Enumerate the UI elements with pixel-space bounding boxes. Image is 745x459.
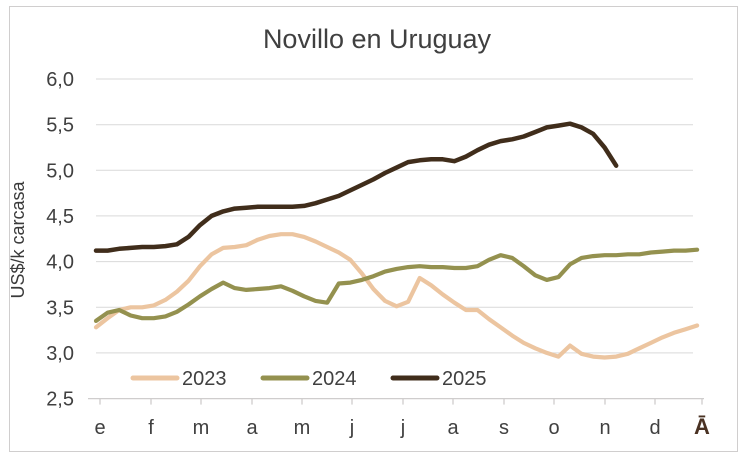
legend-item-2025: 2025 (390, 368, 487, 390)
series-line-2025 (93, 121, 619, 253)
gridlines (96, 78, 693, 354)
y-tick-label: 3,0 (46, 343, 74, 365)
x-tick-label: s (499, 417, 509, 439)
x-tick-label: m (294, 417, 311, 439)
x-tick-label: a (447, 417, 459, 439)
chart-border (9, 6, 738, 452)
series-line-2023 (93, 232, 700, 360)
y-axis-labels: 6,0 5,5 5,0 4,5 4,0 3,5 3,0 2,5 (46, 69, 74, 411)
x-tick-label: j (400, 417, 405, 439)
series-line-2024 (93, 247, 700, 323)
y-tick-label: 5,5 (46, 115, 74, 137)
x-tick-label: o (548, 417, 559, 439)
chart-title: Novillo en Uruguay (263, 24, 492, 54)
legend-label-2023: 2023 (182, 368, 227, 390)
legend: 2023 2024 2025 (130, 368, 487, 390)
series-lines (93, 121, 700, 360)
y-tick-label: 4,5 (46, 206, 74, 228)
x-axis (88, 397, 704, 405)
y-tick-label: 6,0 (46, 69, 74, 91)
y-tick-label: 3,5 (46, 297, 74, 319)
x-tick-label: e (94, 417, 105, 439)
legend-label-2024: 2024 (312, 368, 357, 390)
legend-item-2024: 2024 (260, 368, 357, 390)
x-tick-label-average: Ā (694, 414, 710, 439)
y-tick-label: 4,0 (46, 252, 74, 274)
y-tick-label: 2,5 (46, 389, 74, 411)
x-tick-label: a (246, 417, 258, 439)
x-tick-label: f (148, 417, 154, 439)
legend-item-2023: 2023 (130, 368, 227, 390)
legend-label-2025: 2025 (442, 368, 487, 390)
x-tick-label: d (649, 417, 660, 439)
y-tick-label: 5,0 (46, 160, 74, 182)
y-axis-title: US$/k carcasa (8, 180, 28, 298)
x-tick-label: n (599, 417, 610, 439)
x-tick-label: m (193, 417, 210, 439)
x-tick-label: j (349, 417, 354, 439)
